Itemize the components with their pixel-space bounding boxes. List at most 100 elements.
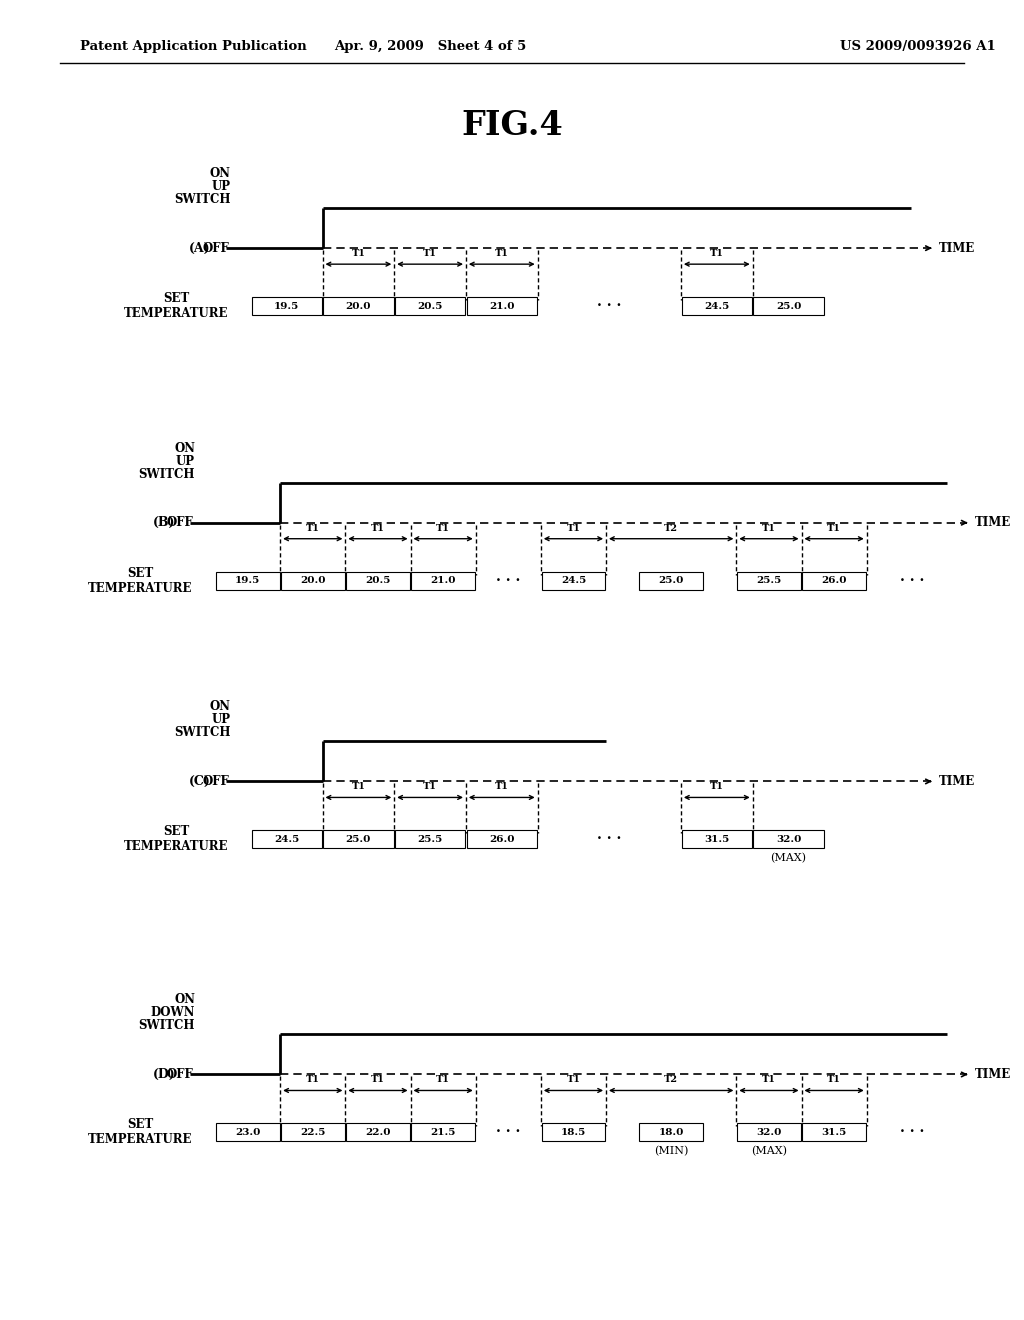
Text: 22.0: 22.0 [366,1129,391,1137]
Text: T1: T1 [436,524,451,533]
Text: UP: UP [212,180,230,193]
Text: T1: T1 [306,524,319,533]
Text: US 2009/0093926 A1: US 2009/0093926 A1 [840,40,995,53]
Text: FIG.4: FIG.4 [461,108,563,141]
Text: T1: T1 [710,249,724,259]
Text: T1: T1 [351,783,366,792]
Text: 31.5: 31.5 [821,1129,847,1137]
Bar [412,1123,475,1142]
Bar [754,297,823,315]
Text: · · ·: · · · [597,300,622,313]
Bar [281,1123,345,1142]
Bar [467,830,537,849]
Text: · · ·: · · · [496,1126,520,1139]
Bar [346,1123,410,1142]
Text: SWITCH: SWITCH [174,726,230,739]
Text: ON: ON [210,168,230,180]
Text: 21.0: 21.0 [489,302,514,310]
Text: 21.0: 21.0 [430,577,456,585]
Text: 19.5: 19.5 [274,302,299,310]
Bar [324,297,393,315]
Text: (A): (A) [188,242,211,255]
Text: 20.0: 20.0 [300,577,326,585]
Text: 26.0: 26.0 [489,836,514,843]
Text: TIME: TIME [975,516,1011,529]
Text: OFF: OFF [166,516,194,529]
Bar [639,572,703,590]
Text: 25.0: 25.0 [346,836,371,843]
Text: T2: T2 [665,524,678,533]
Text: 26.0: 26.0 [821,577,847,585]
Text: 25.0: 25.0 [658,577,684,585]
Text: (MAX): (MAX) [751,1146,786,1156]
Text: 21.5: 21.5 [430,1129,456,1137]
Text: TIME: TIME [975,1068,1011,1081]
Bar [737,1123,801,1142]
Text: 20.5: 20.5 [366,577,390,585]
Text: 32.0: 32.0 [776,836,801,843]
Text: 20.5: 20.5 [418,302,442,310]
Text: OFF: OFF [202,242,229,255]
Text: 24.5: 24.5 [561,577,586,585]
Text: T1: T1 [495,249,509,259]
Text: ON: ON [174,442,195,454]
Text: UP: UP [212,713,230,726]
Text: ON: ON [174,994,195,1006]
Text: T1: T1 [306,1076,319,1085]
Text: T1: T1 [762,524,776,533]
Text: T1: T1 [423,249,437,259]
Bar [216,1123,280,1142]
Text: 24.5: 24.5 [705,302,729,310]
Bar [395,830,465,849]
Text: T1: T1 [566,1076,581,1085]
Text: SET
TEMPERATURE: SET TEMPERATURE [124,825,228,854]
Text: 32.0: 32.0 [757,1129,781,1137]
Bar [682,830,752,849]
Text: 23.0: 23.0 [234,1129,260,1137]
Bar [542,1123,605,1142]
Text: T1: T1 [566,524,581,533]
Text: SWITCH: SWITCH [138,1019,195,1032]
Text: 18.0: 18.0 [658,1129,684,1137]
Text: T1: T1 [423,783,437,792]
Text: SWITCH: SWITCH [138,467,195,480]
Bar [542,572,605,590]
Text: T1: T1 [495,783,509,792]
Text: Patent Application Publication: Patent Application Publication [80,40,307,53]
Text: T1: T1 [371,524,385,533]
Text: SET
TEMPERATURE: SET TEMPERATURE [124,292,228,321]
Bar [324,830,393,849]
Text: TIME: TIME [939,242,975,255]
Text: ON: ON [210,701,230,713]
Text: SET
TEMPERATURE: SET TEMPERATURE [88,566,193,595]
Bar [467,297,537,315]
Bar [639,1123,703,1142]
Text: 24.5: 24.5 [274,836,299,843]
Text: T1: T1 [827,524,841,533]
Text: TIME: TIME [939,775,975,788]
Text: UP: UP [176,454,195,467]
Bar [754,830,823,849]
Text: · · ·: · · · [496,574,520,587]
Text: T1: T1 [351,249,366,259]
Bar [412,572,475,590]
Bar [682,297,752,315]
Text: (B): (B) [153,516,175,529]
Text: (MAX): (MAX) [770,853,807,863]
Text: T1: T1 [436,1076,451,1085]
Bar [252,830,322,849]
Text: SET
TEMPERATURE: SET TEMPERATURE [88,1118,193,1147]
Text: (D): (D) [153,1068,176,1081]
Bar [737,572,801,590]
Text: 18.5: 18.5 [561,1129,586,1137]
Text: 25.5: 25.5 [757,577,781,585]
Bar [395,297,465,315]
Text: Apr. 9, 2009   Sheet 4 of 5: Apr. 9, 2009 Sheet 4 of 5 [334,40,526,53]
Bar [802,1123,866,1142]
Text: (C): (C) [188,775,211,788]
Text: 22.5: 22.5 [300,1129,326,1137]
Text: 25.5: 25.5 [418,836,442,843]
Bar [281,572,345,590]
Text: 31.5: 31.5 [705,836,729,843]
Text: T1: T1 [762,1076,776,1085]
